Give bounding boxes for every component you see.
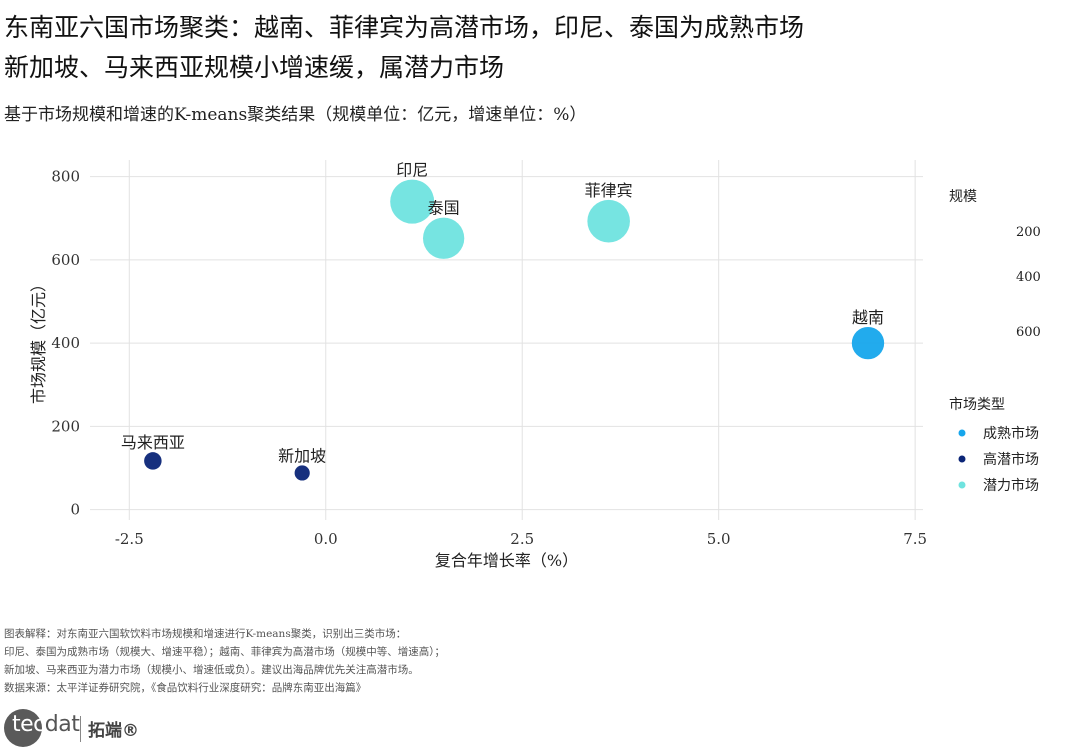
color-legend-key (958, 429, 966, 437)
x-axis-title: 复合年增长率（%） (435, 551, 578, 570)
color-legend-label: 成熟市场 (983, 425, 1039, 442)
title-line-2: 新加坡、马来西亚规模小增速缓，属潜力市场 (4, 53, 505, 82)
data-point (390, 179, 435, 224)
color-legend-key (958, 481, 966, 489)
chart-title: 东南亚六国市场聚类：越南、菲律宾为高潜市场，印尼、泰国为成熟市场 新加坡、马来西… (4, 8, 804, 88)
y-tick-label: 800 (51, 168, 80, 186)
y-tick-label: 400 (51, 334, 80, 352)
data-point (144, 452, 162, 470)
x-tick-label: 0.0 (314, 530, 338, 548)
data-point (422, 217, 465, 259)
caption-line-2: 印尼、泰国为成熟市场（规模大、增速平稳）；越南、菲律宾为高潜市场（规模中等、增速… (4, 646, 445, 658)
logo-wordmark: tecdat (12, 712, 80, 737)
color-legend-key (958, 455, 966, 463)
x-tick-label: 2.5 (510, 530, 534, 548)
logo-wordmark-head: tec (12, 712, 45, 737)
caption-line-3: 新加坡、马来西亚为潜力市场（规模小、增速低或负）。建议出海品牌优先关注高潜市场。 (4, 664, 419, 676)
chart-caption: 图表解释：对东南亚六国软饮料市场规模和增速进行K-means聚类，识别出三类市场… (4, 625, 445, 697)
data-point-label: 马来西亚 (121, 433, 185, 452)
y-tick-label: 200 (51, 417, 80, 435)
size-legend-title: 规模 (949, 189, 977, 205)
data-point (851, 326, 885, 360)
data-point-label: 菲律宾 (585, 181, 633, 200)
color-legend-label: 高潜市场 (983, 451, 1039, 468)
y-tick-label: 0 (70, 501, 80, 519)
logo-cn-name: 拓端® (88, 721, 139, 741)
title-line-1: 东南亚六国市场聚类：越南、菲律宾为高潜市场，印尼、泰国为成熟市场 (4, 13, 805, 42)
x-tick-label: 5.0 (707, 530, 731, 548)
data-point-label: 印尼 (396, 161, 428, 180)
size-legend-label: 600 (1016, 325, 1041, 340)
x-tick-label: 7.5 (903, 530, 927, 548)
size-legend-label: 400 (1016, 270, 1041, 285)
data-point-label: 泰国 (428, 199, 460, 218)
logo-wordmark-tail: dat (44, 712, 80, 737)
scatter-chart: -2.5 0.0 2.5 5.0 7.5 0 200 400 600 800 复合年增长率（%） 市场… (29, 160, 1041, 570)
data-point-label: 越南 (852, 308, 884, 327)
brand-logo: tecdat 拓端® (4, 708, 139, 748)
y-axis-title: 市场规模（亿元） (29, 276, 48, 404)
data-point-label: 新加坡 (278, 446, 326, 465)
data-point (294, 465, 310, 481)
color-legend-label: 潜力市场 (983, 477, 1039, 494)
y-tick-label: 600 (51, 251, 80, 269)
size-legend-label: 200 (1016, 225, 1041, 240)
caption-source: 数据来源：太平洋证券研究院，《食品饮料行业深度研究：品牌东南亚出海篇》 (4, 682, 367, 694)
chart-subtitle: 基于市场规模和增速的K-means聚类结果（规模单位：亿元，增速单位：%） (4, 105, 587, 125)
logo-divider (80, 716, 81, 742)
data-point (587, 199, 630, 243)
x-tick-label: -2.5 (115, 530, 144, 548)
color-legend-title: 市场类型 (949, 396, 1005, 413)
logo-circle-icon (4, 709, 42, 747)
caption-line-1: 图表解释：对东南亚六国软饮料市场规模和增速进行K-means聚类，识别出三类市场… (4, 628, 407, 640)
